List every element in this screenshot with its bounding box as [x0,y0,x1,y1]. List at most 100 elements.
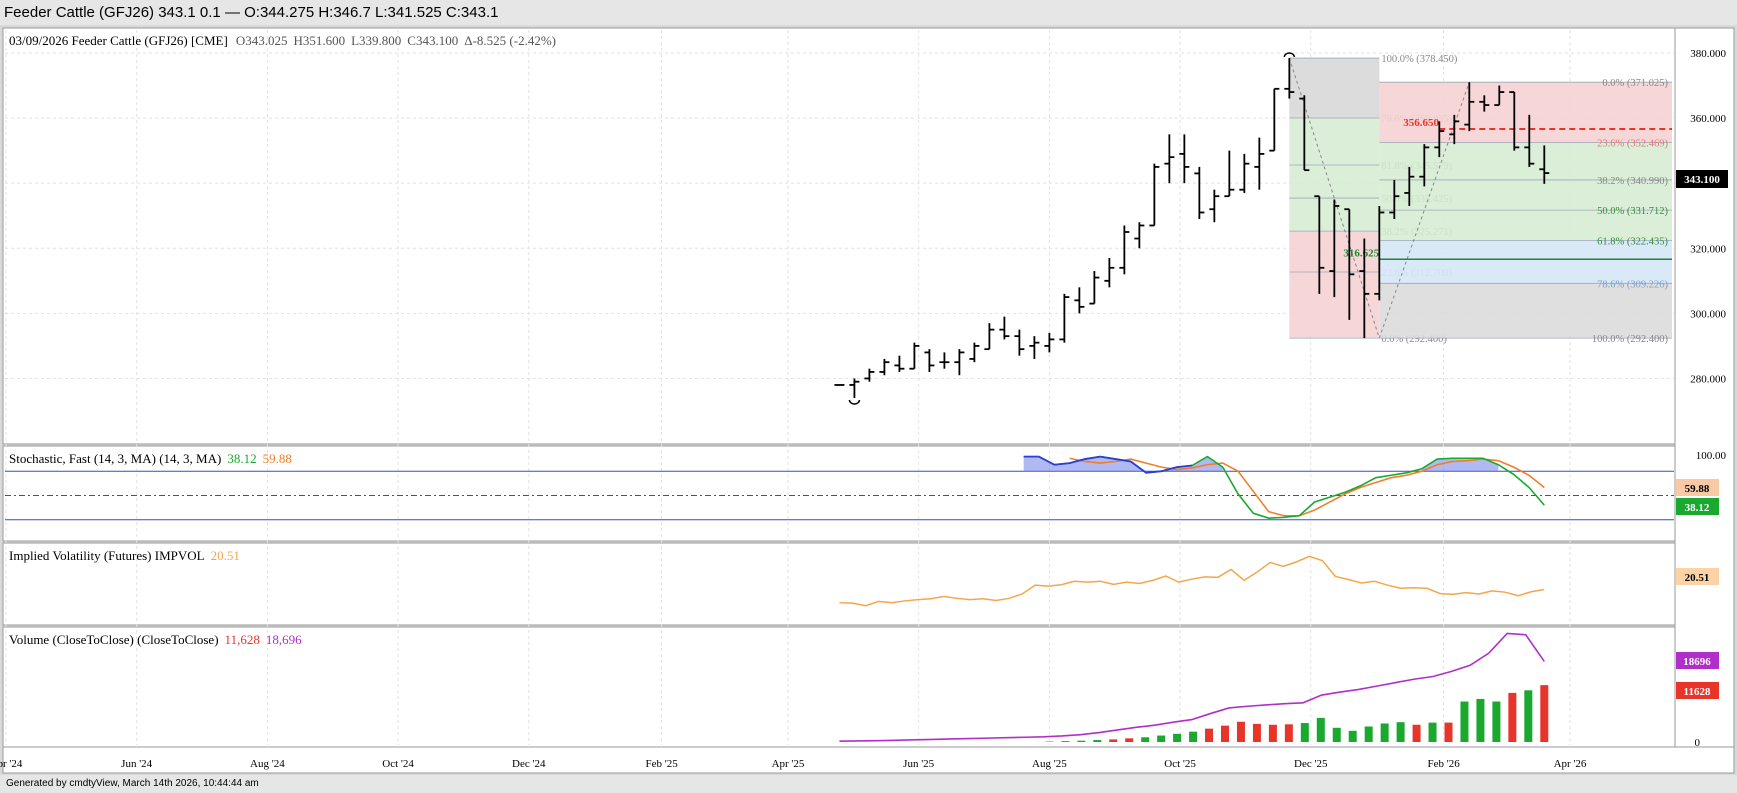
header-date-symbol: 03/09/2026 Feeder Cattle (GFJ26) [CME] O3… [9,33,556,48]
fib2-level-label: 38.2% (340.990) [1597,176,1668,187]
volume-bar [1093,740,1102,742]
stochastic-k-overbought [1023,455,1193,474]
volume-badge [1676,682,1719,699]
time-axis-label: Jun '25 [903,758,935,770]
volume-bar [1524,690,1533,742]
fib1-level-label: 0.0% (292.400) [1381,334,1447,345]
stochastic-axis-label: 100.00 [1696,450,1727,462]
volume-bar [1173,733,1182,742]
volume-bar [1268,724,1277,742]
fib2-zone [1379,210,1672,241]
chart-canvas[interactable]: 100.0% (378.450)78.6% (360.035)61.8% (34… [0,0,1737,775]
footer-generated: Generated by cmdtyView, March 14th 2026,… [0,775,1737,793]
fib1-level-label: 100.0% (378.450) [1381,54,1458,65]
fib2-zone [1379,179,1672,211]
volume-bar [1508,692,1517,742]
fib1-zone [1289,165,1380,199]
fib2-level-label: 50.0% (331.712) [1597,206,1668,217]
swing-low-marker [848,399,861,405]
price-axis-label: 380.000 [1690,48,1726,60]
volume-bar [1316,717,1325,742]
stoch-d-badge [1676,479,1719,496]
price-axis[interactable] [1674,27,1735,748]
volume-bar [1284,724,1293,742]
volume-bar [1300,723,1309,742]
last-price-label: 343.100 [1684,174,1720,186]
volume-bar [1380,723,1389,742]
volume-bar [1492,701,1501,742]
time-axis-label: Jun '24 [121,758,153,770]
price-bars [834,52,1550,405]
fib2-zone [1379,142,1672,180]
fib2-zone [1379,82,1672,143]
volume-bar [1460,701,1469,742]
stoch-k-badge [1676,498,1719,515]
time-axis-label: Aug '24 [250,758,285,770]
volume-bar [1220,725,1229,742]
price-axis-label: 280.000 [1690,373,1726,385]
time-axis-label: Apr '24 [0,758,23,770]
volume-legend: Volume (CloseToClose) (CloseToClose) 11,6… [9,632,302,647]
volume-axis-label: 0 [1695,737,1701,749]
time-axis[interactable] [2,746,1735,774]
time-axis-label: Feb '26 [1427,758,1460,770]
volume-bar [1444,722,1453,742]
volume-value: 11628 [1684,686,1711,698]
volume-bar [1077,740,1086,742]
volume-bar [1540,685,1549,742]
swing-high-marker [1283,52,1296,58]
volume-bar [1157,735,1166,742]
fib2-level-label: 100.0% (292.400) [1592,334,1669,345]
support-resistance-label: 316.625 [1343,247,1379,259]
volume-bar [1412,724,1421,742]
volume-bar [1125,738,1134,742]
ivol-badge [1676,568,1719,585]
price-axis-label: 360.000 [1690,113,1726,125]
volume-bar [1396,722,1405,742]
window-title: Feeder Cattle (GFJ26) 343.1 0.1 — O:344.… [0,0,1737,25]
fib2-level-label: 61.8% (322.435) [1597,236,1668,247]
volume-bar [1252,723,1261,742]
time-axis-label: Oct '25 [1164,758,1196,770]
time-axis-label: Dec '24 [512,758,546,770]
fib1-zone [1289,117,1380,166]
volume-bars [839,632,1549,742]
fib2-level-label: 23.6% (352.469) [1597,139,1668,150]
volume-bar [1109,739,1118,742]
fibonacci-retracement[interactable]: 100.0% (378.450)78.6% (360.035)61.8% (34… [1288,54,1672,345]
volume-bar [1428,722,1437,742]
volatility-panel[interactable] [2,542,1676,626]
volume-bar [1061,741,1070,742]
price-axis-label: 300.000 [1690,308,1726,320]
open-interest-line [839,632,1545,742]
stochastic-lines [5,455,1674,521]
fib2-zone [1379,240,1672,284]
time-axis-label: Dec '25 [1294,758,1328,770]
stochastic-d-line [1069,457,1545,517]
volume-panel[interactable] [2,626,1676,748]
gridlines [5,30,1674,745]
volume-bar [1332,727,1341,742]
volatility-legend: Implied Volatility (Futures) IMPVOL 20.51 [9,548,240,563]
volume-bar [1205,728,1214,742]
oi-value: 18696 [1683,656,1711,668]
time-axis-label: Aug '25 [1032,758,1067,770]
volume-bar [1189,731,1198,742]
volume-bar [1364,726,1373,742]
ivol-value: 20.51 [1685,572,1710,584]
time-axis-label: Oct '24 [382,758,414,770]
price-axis-label: 320.000 [1690,243,1726,255]
time-axis-label: Feb '25 [645,758,678,770]
oi-badge [1676,652,1719,669]
fib2-level-label: 78.6% (309.226) [1597,279,1668,290]
stochastic-legend: Stochastic, Fast (14, 3, MA) (14, 3, MA)… [9,451,292,466]
time-axis-label: Apr '25 [772,758,805,770]
stochastic-zone-fill [1421,458,1499,472]
volatility-line [839,555,1545,607]
volume-bar [1141,737,1150,742]
fib2-zone [1379,283,1672,339]
volume-bar [1236,721,1245,742]
support-resistance-label: 356.650 [1403,117,1439,129]
axis-labels: Apr '24 Jun '24 Aug '24 Oct '24 Dec '24 Feb '… [0,48,1727,770]
time-axis-label: Apr '26 [1554,758,1587,770]
